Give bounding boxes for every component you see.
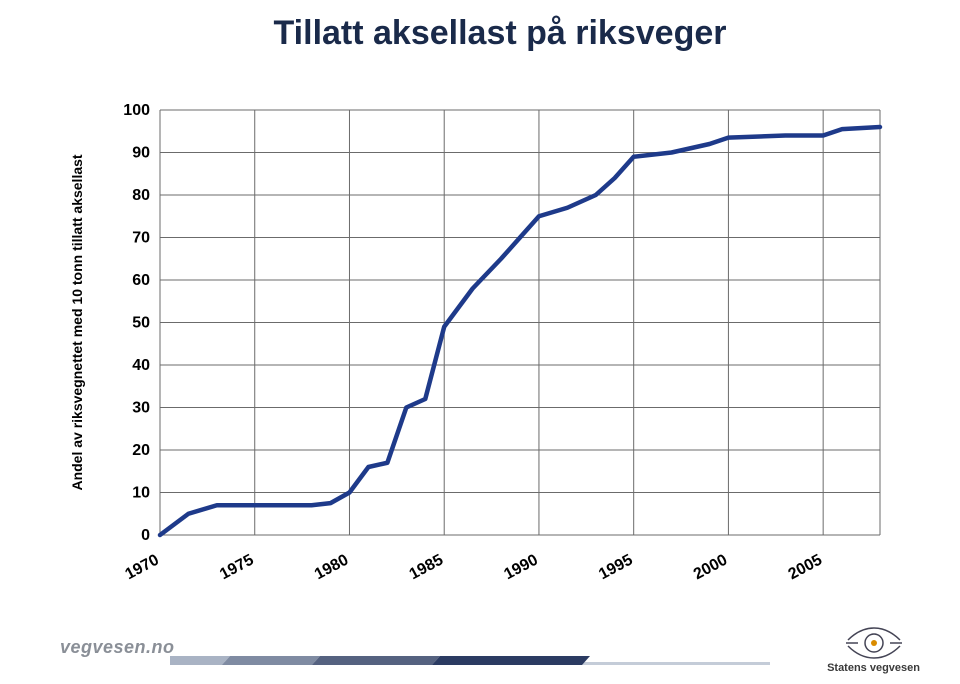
svg-text:1985: 1985: [407, 551, 446, 583]
svg-text:60: 60: [132, 272, 150, 289]
title-text: Tillatt aksellast på riksveger: [274, 14, 727, 52]
svg-text:70: 70: [132, 230, 150, 247]
svg-text:100: 100: [123, 102, 150, 119]
svg-text:1990: 1990: [501, 551, 540, 583]
svg-text:0: 0: [141, 527, 150, 544]
svg-text:50: 50: [132, 315, 150, 332]
svg-text:2000: 2000: [691, 551, 730, 583]
svg-text:1995: 1995: [596, 551, 635, 583]
footer-site-text: vegvesen.no: [60, 637, 175, 657]
svg-text:30: 30: [132, 400, 150, 417]
line-chart: 0 10 20 30 40 50 60 70 80 90 100 1970 1975 1980 1985 19…: [60, 100, 900, 590]
vegvesen-emblem-icon: [846, 626, 902, 660]
svg-text:40: 40: [132, 357, 150, 374]
chart-container: 0 10 20 30 40 50 60 70 80 90 100 1970 1975 1980 1985 19…: [60, 100, 900, 590]
svg-text:Andel av riksvegnettet med 10: Andel av riksvegnettet med 10 tonn tilla…: [69, 154, 85, 490]
org-logo: Statens vegvesen: [827, 626, 920, 674]
svg-text:2005: 2005: [786, 551, 825, 583]
footer-accent-bar: [170, 650, 770, 666]
svg-text:1980: 1980: [312, 551, 351, 583]
svg-text:1975: 1975: [217, 551, 256, 583]
svg-text:80: 80: [132, 187, 150, 204]
svg-text:90: 90: [132, 145, 150, 162]
page-title: Tillatt aksellast på riksveger: [100, 14, 900, 53]
svg-text:20: 20: [132, 442, 150, 459]
footer-site: vegvesen.no: [60, 637, 175, 658]
org-name: Statens vegvesen: [827, 662, 920, 674]
svg-text:10: 10: [132, 485, 150, 502]
svg-text:1970: 1970: [122, 551, 161, 583]
